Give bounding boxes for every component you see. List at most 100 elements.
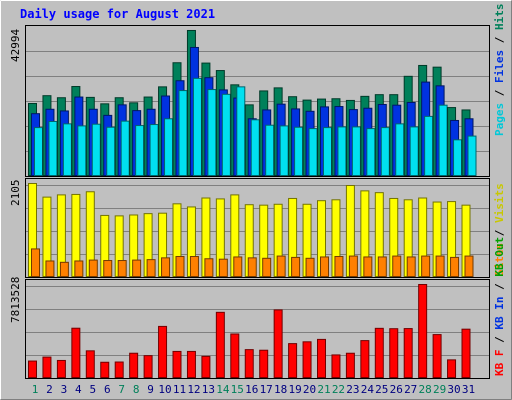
bar-sites-day-29 — [435, 255, 445, 277]
bar-kb-f-day-5 — [85, 350, 95, 379]
bar-kb-f-day-7 — [114, 361, 124, 379]
bar-kb-f-day-26 — [389, 328, 399, 378]
panel-bot-max-label: 7813528 — [9, 277, 22, 323]
day-label-6: 6 — [104, 383, 111, 396]
bar-sites-day-3 — [59, 261, 69, 278]
bar-kb-f-day-4 — [71, 327, 81, 379]
bar-pages-day-17 — [265, 124, 275, 176]
bar-kb-f-day-24 — [360, 340, 370, 378]
panel-bot: 7813528 KB F / KB In / KB Out — [9, 237, 506, 379]
bar-kb-f-day-9 — [143, 355, 153, 379]
day-axis-labels: 1 2 3 4 5 6 7 8 9 10 11 12 13 14 15 16 17 18 19 20 21 22 23 24 2… — [32, 383, 475, 396]
day-label-31: 31 — [462, 383, 475, 396]
bar-kb-f-day-28 — [418, 284, 428, 378]
bar-pages-day-31 — [467, 135, 477, 176]
legend-bot-entry: KB In — [493, 297, 506, 330]
legend-mid-entry: Visits — [493, 183, 506, 223]
day-label-15: 15 — [231, 383, 244, 396]
day-label-8: 8 — [133, 383, 140, 396]
bar-sites-day-31 — [464, 255, 474, 277]
legend-mid-entry: / — [493, 223, 506, 243]
day-label-26: 26 — [390, 383, 403, 396]
bar-sites-day-13 — [204, 258, 214, 278]
bar-sites-day-6 — [103, 260, 113, 278]
day-label-22: 22 — [332, 383, 345, 396]
bar-kb-f-day-6 — [100, 361, 110, 379]
bar-kb-f-day-29 — [432, 334, 442, 379]
bar-kb-f-day-18 — [273, 309, 283, 379]
day-label-24: 24 — [361, 383, 375, 396]
bar-sites-day-9 — [146, 259, 156, 277]
bar-sites-day-15 — [233, 256, 243, 278]
bar-kb-f-day-25 — [374, 327, 384, 378]
legend-top-entry: Pages — [493, 103, 506, 136]
day-label-19: 19 — [288, 383, 301, 396]
bar-pages-day-28 — [424, 115, 434, 176]
legend-mid-entry: Sites — [493, 243, 506, 276]
bar-sites-day-5 — [88, 259, 98, 277]
panel-top-legend: Pages / Files / Hits — [493, 4, 506, 137]
day-label-7: 7 — [118, 383, 125, 396]
bar-kb-f-day-17 — [259, 349, 269, 378]
day-label-13: 13 — [202, 383, 215, 396]
bar-sites-day-4 — [74, 260, 84, 278]
bar-sites-day-20 — [305, 257, 315, 277]
day-label-14: 14 — [216, 383, 230, 396]
bar-kb-f-day-3 — [56, 359, 66, 379]
day-label-12: 12 — [187, 383, 200, 396]
bar-sites-day-12 — [189, 256, 199, 277]
bar-sites-day-27 — [406, 256, 416, 278]
bar-sites-day-14 — [218, 258, 228, 278]
day-label-23: 23 — [346, 383, 359, 396]
bar-sites-day-21 — [320, 256, 329, 278]
panel-bot-legend: KB F / KB In / KB Out — [493, 237, 506, 376]
bar-sites-day-26 — [392, 255, 402, 277]
day-label-2: 2 — [46, 383, 53, 396]
day-label-28: 28 — [419, 383, 432, 396]
day-label-16: 16 — [245, 383, 258, 396]
bar-pages-day-4 — [77, 125, 87, 177]
bar-sites-day-10 — [161, 257, 171, 277]
bar-kb-f-day-27 — [403, 328, 413, 378]
legend-bot-entry: / — [493, 277, 506, 297]
bar-pages-day-6 — [106, 126, 116, 177]
bar-pages-day-27 — [409, 126, 419, 176]
bar-pages-day-5 — [91, 123, 101, 176]
day-label-10: 10 — [158, 383, 171, 396]
bar-kb-f-day-16 — [244, 349, 254, 379]
bar-pages-day-14 — [221, 93, 231, 176]
chart-title: Daily usage for August 2021 — [20, 7, 215, 21]
bar-sites-day-24 — [363, 256, 373, 278]
bar-pages-day-9 — [149, 124, 159, 176]
bar-sites-day-7 — [117, 260, 127, 278]
bar-kb-f-day-2 — [42, 356, 52, 378]
panel-top-bars — [28, 29, 477, 177]
panel-top-max-label: 42994 — [9, 29, 22, 62]
day-label-25: 25 — [375, 383, 388, 396]
bar-pages-day-26 — [395, 123, 405, 176]
bar-pages-day-21 — [323, 127, 332, 176]
bar-sites-day-11 — [175, 256, 185, 277]
day-label-11: 11 — [173, 383, 186, 396]
panel-mid-max-label: 2105 — [9, 180, 22, 207]
bar-pages-day-25 — [380, 127, 390, 176]
bar-pages-day-3 — [62, 123, 72, 176]
day-label-27: 27 — [404, 383, 417, 396]
bar-sites-day-8 — [132, 259, 142, 277]
bar-sites-day-23 — [348, 255, 358, 277]
bar-kb-f-day-8 — [129, 352, 139, 378]
legend-bot-entry: KB Out — [493, 237, 506, 277]
bar-kb-f-day-19 — [288, 343, 298, 378]
day-label-3: 3 — [61, 383, 68, 396]
bar-pages-day-22 — [337, 126, 347, 176]
legend-top-entry: / — [493, 30, 506, 50]
day-label-29: 29 — [433, 383, 446, 396]
bar-pages-day-24 — [366, 128, 376, 176]
bar-pages-day-23 — [351, 126, 361, 176]
bar-pages-day-11 — [178, 90, 188, 176]
day-label-18: 18 — [274, 383, 287, 396]
legend-top-entry: Files — [493, 50, 506, 83]
bar-sites-day-1 — [31, 248, 40, 277]
panel-mid-bars — [28, 183, 474, 278]
bar-sites-day-25 — [377, 256, 387, 278]
